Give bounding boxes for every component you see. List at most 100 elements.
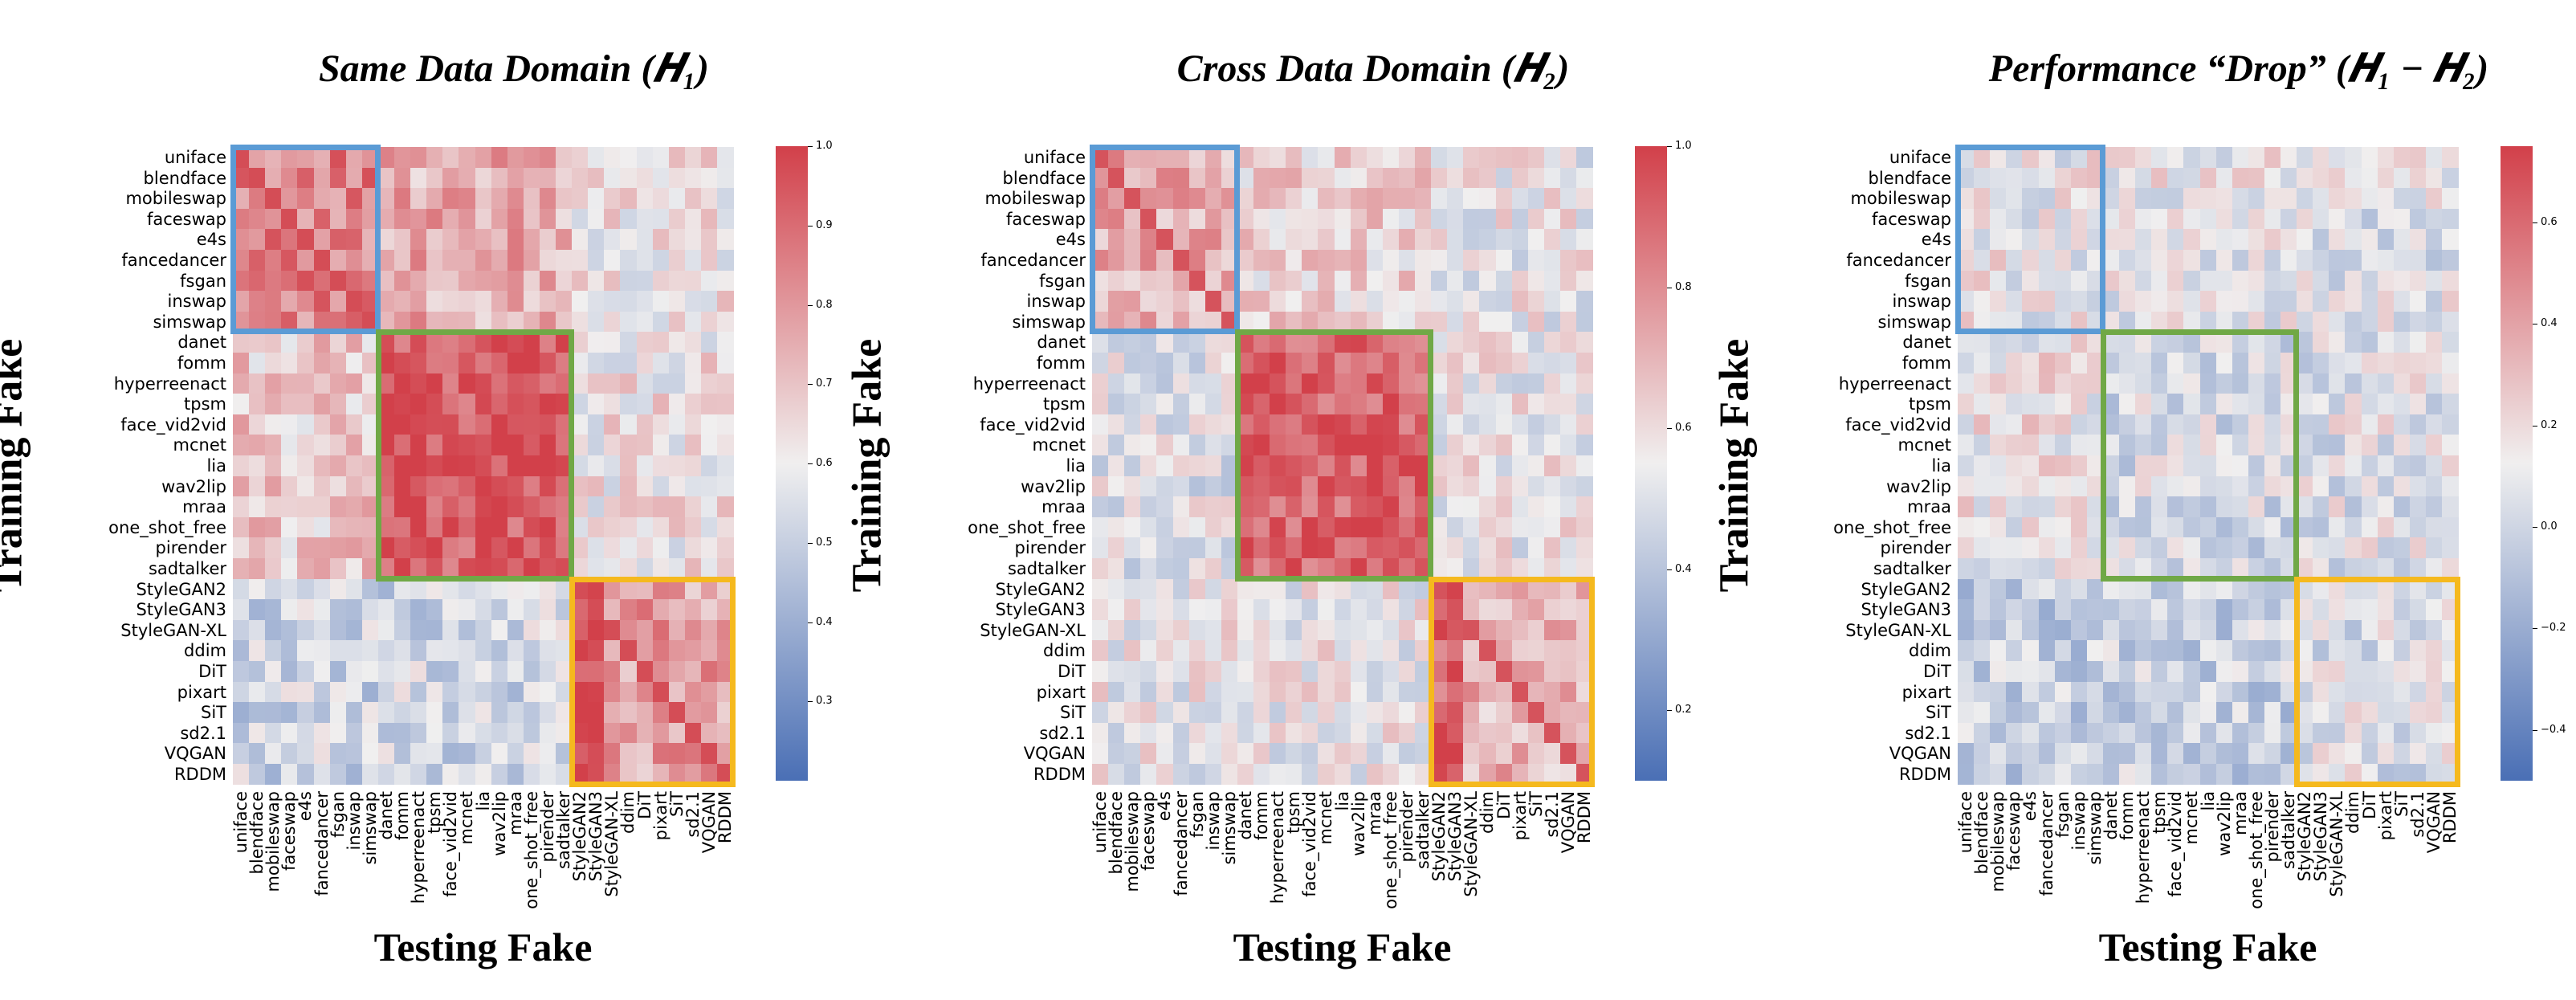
heatmap-cell: [2135, 661, 2152, 683]
heatmap-cell: [410, 229, 427, 251]
heatmap-cell: [1302, 188, 1319, 210]
heatmap-cell: [1350, 291, 1367, 312]
heatmap-cell: [2280, 291, 2297, 312]
heatmap-cell: [2006, 496, 2023, 518]
heatmap-cell: [442, 516, 459, 538]
face-swap-group-box: [1955, 145, 2105, 335]
heatmap-cell: [523, 599, 540, 621]
heatmap-cell: [2232, 270, 2249, 292]
heatmap-cell: [426, 476, 443, 497]
heatmap-cell: [459, 311, 476, 333]
heatmap-cell: [1431, 188, 1448, 210]
heatmap-cell: [1559, 516, 1577, 538]
heatmap-cell: [377, 353, 395, 374]
row-tick-label: mraa: [182, 497, 226, 517]
heatmap-cell: [620, 353, 638, 374]
heatmap-cell: [556, 291, 573, 312]
heatmap-cell: [2425, 167, 2443, 189]
heatmap-cell: [2038, 661, 2056, 683]
row-tick-label: DiT: [198, 662, 226, 681]
heatmap-cell: [2215, 291, 2233, 312]
heatmap-cell: [2151, 208, 2168, 230]
heatmap-cell: [281, 311, 298, 333]
heatmap-cell: [2361, 353, 2378, 374]
heatmap-cell: [1974, 702, 1991, 724]
heatmap-cell: [1286, 578, 1302, 600]
heatmap-cell: [636, 537, 654, 559]
heatmap-cell: [410, 167, 427, 189]
heatmap-cell: [684, 291, 702, 312]
heatmap-cell: [313, 414, 331, 435]
colorbar-tick-label: 0.0: [2541, 520, 2558, 533]
heatmap-cell: [361, 250, 379, 271]
row-tick-label: face_vid2vid: [120, 414, 226, 435]
heatmap-cell: [539, 661, 556, 683]
heatmap-cell: [2151, 167, 2168, 189]
row-tick-label: face_vid2vid: [980, 414, 1086, 435]
heatmap-cell: [1398, 578, 1416, 600]
heatmap-cell: [297, 332, 315, 353]
row-tick-label: danet: [1037, 333, 1086, 353]
heatmap-cell: [2425, 537, 2443, 559]
heatmap-cell: [2377, 537, 2395, 559]
heatmap-cell: [1334, 599, 1351, 621]
heatmap-cell: [2313, 373, 2329, 394]
heatmap-cell: [2199, 702, 2217, 724]
heatmap-cell: [426, 619, 443, 641]
heatmap-cell: [717, 455, 734, 477]
heatmap-cell: [2264, 661, 2281, 683]
heatmap-cell: [604, 496, 621, 518]
heatmap-cell: [1286, 167, 1302, 189]
heatmap-cell: [1495, 311, 1513, 333]
heatmap-cell: [2393, 311, 2411, 333]
heatmap-cell: [2102, 250, 2120, 271]
heatmap-cell: [281, 394, 298, 415]
heatmap-cell: [1576, 516, 1593, 538]
heatmap-cell: [636, 578, 654, 600]
heatmap-cell: [1124, 599, 1141, 621]
heatmap-cell: [2151, 743, 2168, 765]
heatmap-cell: [233, 250, 250, 271]
heatmap-cell: [2329, 188, 2346, 210]
heatmap-cell: [2264, 578, 2281, 600]
heatmap-cell: [249, 619, 266, 641]
heatmap-cell: [281, 722, 298, 744]
heatmap-cell: [233, 496, 250, 518]
heatmap-cell: [394, 332, 411, 353]
heatmap-cell: [1479, 373, 1497, 394]
heatmap-cell: [717, 496, 734, 518]
heatmap-cell: [2151, 640, 2168, 662]
heatmap-cell: [588, 147, 605, 169]
heatmap-cell: [2409, 476, 2427, 497]
heatmap-cell: [345, 353, 363, 374]
heatmap-cell: [604, 353, 621, 374]
heatmap-cell: [1286, 764, 1302, 786]
heatmap-cell: [2151, 250, 2168, 271]
heatmap-cell: [2313, 537, 2329, 559]
heatmap-cell: [475, 353, 492, 374]
heatmap-cell: [507, 414, 524, 435]
heatmap-cell: [410, 414, 427, 435]
heatmap-cell: [1172, 764, 1190, 786]
heatmap-cell: [394, 435, 411, 456]
heatmap-cell: [700, 537, 718, 559]
heatmap-cell: [2070, 640, 2088, 662]
heatmap-cell: [2329, 516, 2346, 538]
heatmap-cell: [1974, 496, 1991, 518]
heatmap-cell: [475, 537, 492, 559]
heatmap-cell: [2313, 476, 2329, 497]
heatmap-cell: [2264, 764, 2281, 786]
heatmap-cell: [684, 373, 702, 394]
heatmap-cell: [2264, 702, 2281, 724]
heatmap-cell: [668, 188, 686, 210]
heatmap-cell: [556, 147, 573, 169]
heatmap-cell: [604, 578, 621, 600]
heatmap-cell: [2054, 414, 2072, 435]
heatmap-cell: [2297, 147, 2313, 169]
heatmap-cell: [572, 188, 589, 210]
heatmap-cell: [410, 208, 427, 230]
heatmap-cell: [620, 516, 638, 538]
heatmap-cell: [297, 229, 315, 251]
heatmap-cell: [588, 208, 605, 230]
heatmap-cell: [1237, 291, 1254, 312]
